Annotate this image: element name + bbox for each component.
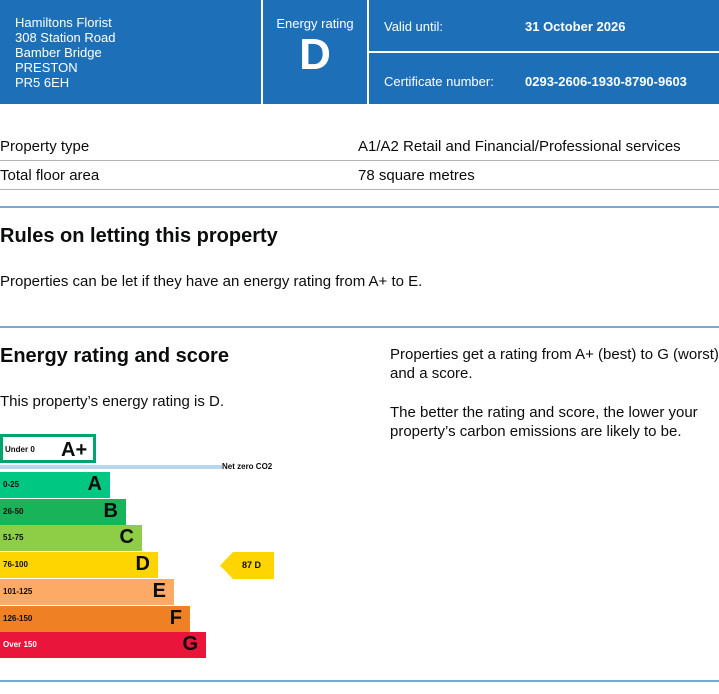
address-line: PR5 6EH: [15, 75, 70, 90]
certificate-number-label: Certificate number:: [384, 74, 494, 89]
energy-rating-letter: D: [299, 30, 331, 79]
address-line: Bamber Bridge: [15, 45, 102, 60]
table-row: Property type A1/A2 Retail and Financial…: [0, 132, 719, 161]
property-type-value: A1/A2 Retail and Financial/Professional …: [358, 138, 681, 155]
band-letter: B: [103, 499, 118, 522]
band-letter: A: [87, 473, 102, 495]
band-e: 101-125 E: [0, 578, 174, 605]
valid-until-row: Valid until: 31 October 2026: [369, 0, 719, 51]
certificate-number-value: 0293-2606-1930-8790-9603: [525, 74, 687, 89]
band-a-plus: Under 0 A+: [0, 434, 96, 463]
certificate-number-row: Certificate number: 0293-2606-1930-8790-…: [369, 53, 719, 104]
letting-text: Properties can be let if they have an en…: [0, 273, 423, 290]
net-zero-line: [0, 465, 222, 469]
band-f: 126-150 F: [0, 605, 190, 632]
band-range-label: 76-100: [3, 560, 28, 570]
band-range-label: 126-150: [3, 613, 33, 623]
score-explainer-2: The better the rating and score, the low…: [390, 404, 698, 440]
section-divider: [0, 680, 719, 682]
band-c: 51-75 C: [0, 525, 142, 552]
valid-until-label: Valid until:: [384, 19, 444, 34]
floor-area-label: Total floor area: [0, 167, 100, 184]
band-letter: E: [152, 579, 166, 602]
energy-rating-box: Energy rating D: [263, 0, 367, 104]
energy-rating-chart: Under 0 A+ Net zero CO2 87 D 0-25 A 26-50 B…: [0, 432, 290, 662]
net-zero-label: Net zero CO2: [222, 462, 273, 471]
band-letter: F: [169, 606, 182, 629]
energy-rating-label: Energy rating: [276, 16, 354, 31]
current-rating-label: 87 D: [242, 560, 262, 571]
valid-until-value: 31 October 2026: [525, 19, 626, 34]
band-g: Over 150 G: [0, 632, 206, 659]
table-row: Total floor area 78 square metres: [0, 161, 719, 190]
band-a: 0-25 A: [0, 472, 110, 498]
section-divider: [0, 326, 719, 328]
property-summary-table: Property type A1/A2 Retail and Financial…: [0, 132, 719, 190]
section-divider: [0, 206, 719, 208]
band-letter: A+: [61, 439, 88, 461]
property-address: Hamiltons Florist 308 Station Road Bambe…: [0, 0, 261, 104]
floor-area-value: 78 square metres: [358, 167, 475, 184]
band-letter: G: [182, 633, 198, 656]
band-range-label: 0-25: [3, 480, 20, 489]
band-b: 26-50 B: [0, 498, 126, 525]
letting-heading: Rules on letting this property: [0, 225, 278, 247]
property-type-label: Property type: [0, 138, 90, 155]
pointer-arrow-icon: [220, 552, 274, 580]
score-heading: Energy rating and score: [0, 345, 229, 367]
band-d: 76-100 D: [0, 552, 158, 579]
address-line: PRESTON: [15, 60, 78, 75]
score-text: This property’s energy rating is D.: [0, 393, 224, 410]
band-range-label: 51-75: [3, 533, 24, 543]
band-letter: D: [135, 553, 150, 576]
certificate-header: Hamiltons Florist 308 Station Road Bambe…: [0, 0, 719, 104]
band-range-label: 26-50: [3, 506, 24, 516]
band-range-label: Under 0: [5, 445, 35, 454]
score-explainer-1: Properties get a rating from A+ (best) t…: [390, 346, 719, 382]
band-range-label: 101-125: [3, 586, 33, 596]
band-range-label: Over 150: [3, 640, 37, 650]
current-rating-pointer: 87 D: [220, 552, 274, 580]
address-line: Hamiltons Florist: [15, 15, 112, 30]
address-line: 308 Station Road: [15, 30, 116, 45]
band-letter: C: [119, 526, 134, 549]
